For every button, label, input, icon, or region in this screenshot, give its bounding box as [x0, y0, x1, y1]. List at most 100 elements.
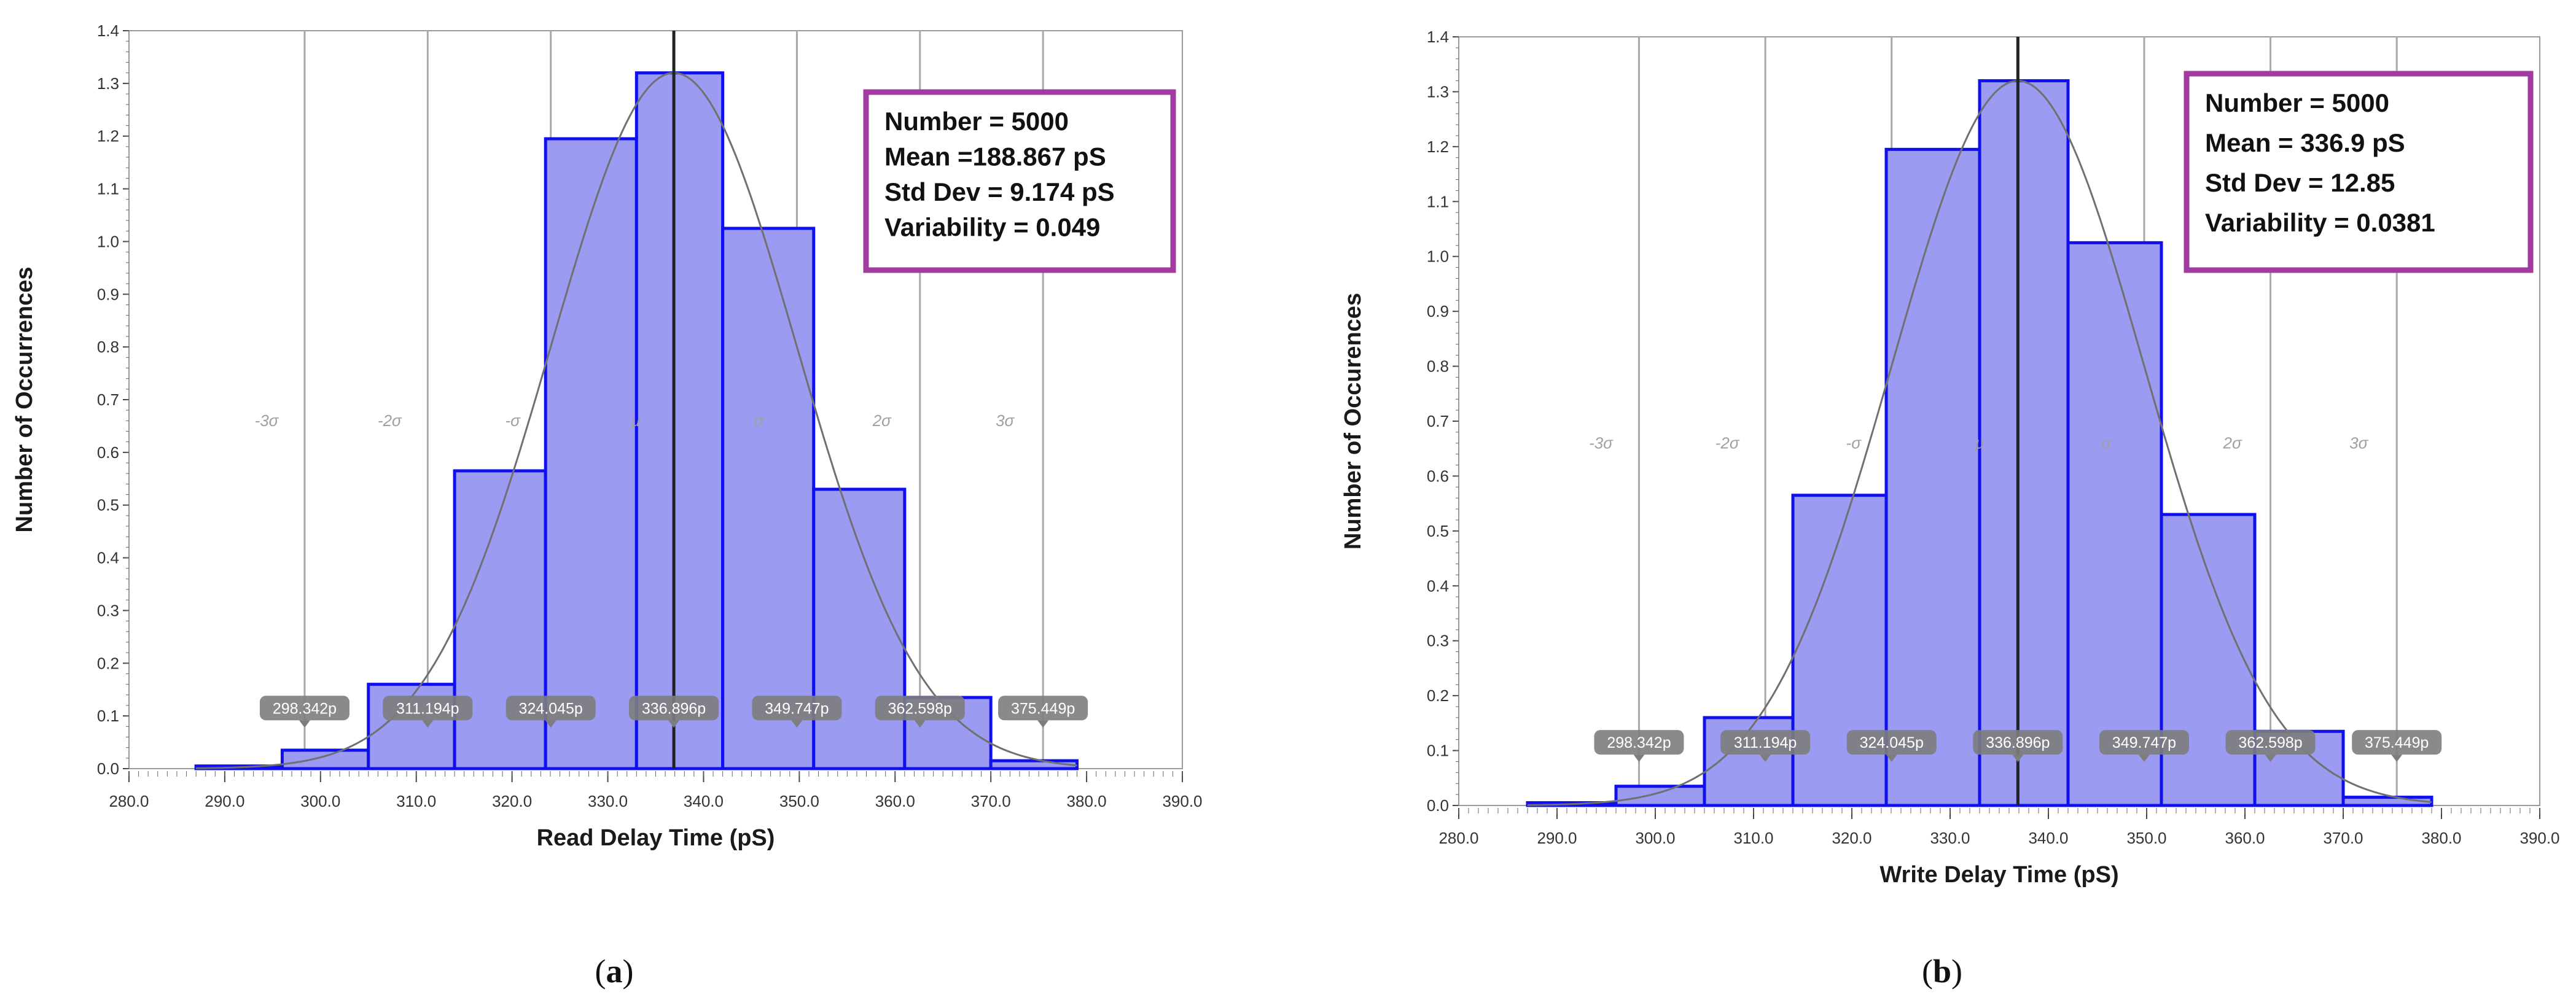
sigma-value-marker — [505, 696, 596, 721]
histogram-bar — [280, 748, 370, 770]
y-tick-label: 0.3 — [1427, 632, 1449, 650]
sigma-label: 3σ — [996, 411, 1015, 430]
sigma-value-marker — [2225, 730, 2316, 755]
y-tick-label: 0.9 — [1427, 302, 1449, 320]
sigma-marker-pointer — [422, 720, 434, 728]
sigma-marker-pointer — [2138, 755, 2150, 762]
normal-fit-curve — [196, 72, 1077, 769]
sigma-marker-pointer — [2012, 755, 2024, 762]
y-tick-label: 1.1 — [1427, 192, 1449, 211]
x-tick-label: 330.0 — [1930, 829, 1970, 847]
sigma-marker-value: 298.342p — [1607, 734, 1671, 751]
y-tick-label: 0.8 — [97, 338, 119, 356]
statistics-line: Variability = 0.0381 — [2205, 208, 2435, 237]
caption-paren: ( — [1922, 953, 1933, 990]
statistics-line: Std Dev = 12.85 — [2205, 168, 2395, 197]
sigma-label: -2σ — [378, 411, 402, 430]
x-tick-label: 280.0 — [109, 792, 149, 810]
y-tick-label: 0.0 — [1427, 796, 1449, 815]
histogram-panel-read-delay: -3σ 298.342p -2σ 311.194p -σ 324.045p μ 336.896… — [12, 21, 1203, 990]
histogram-bar — [721, 227, 816, 770]
sigma-value-marker — [752, 696, 842, 721]
sigma-label: -σ — [505, 411, 521, 430]
y-tick-label: 1.4 — [1427, 28, 1449, 46]
x-tick-label: 380.0 — [1067, 792, 1107, 810]
sigma-value-marker — [1846, 730, 1937, 755]
sigma-marker-pointer — [1633, 755, 1645, 762]
sigma-marker-value: 375.449p — [2365, 734, 2429, 751]
y-tick-label: 0.3 — [97, 601, 119, 619]
sigma-marker-pointer — [2265, 755, 2276, 762]
sigma-label: -σ — [1846, 434, 1862, 452]
y-tick-label: 1.0 — [1427, 247, 1449, 266]
sigma-marker-value: 336.896p — [1986, 734, 2050, 751]
sigma-marker-value: 336.896p — [642, 700, 706, 717]
histogram-bar — [453, 469, 547, 770]
histogram-bar — [1884, 147, 1981, 807]
sigma-value-marker — [1594, 730, 1684, 755]
y-tick-label: 1.1 — [97, 180, 119, 198]
sigma-label: 3σ — [2349, 434, 2368, 452]
x-tick-label: 340.0 — [2028, 829, 2068, 847]
sigma-marker-pointer — [914, 720, 926, 728]
sigma-label: -3σ — [255, 411, 279, 430]
sigma-value-marker — [1720, 730, 1811, 755]
y-tick-label: 0.5 — [97, 496, 119, 514]
y-tick-label: 1.0 — [97, 232, 119, 250]
sigma-marker-value: 311.194p — [1734, 734, 1797, 751]
sigma-label: μ — [631, 411, 640, 430]
sigma-marker-value: 375.449p — [1011, 700, 1075, 717]
sigma-marker-pointer — [299, 720, 310, 728]
panel-caption: (b) — [1922, 953, 1962, 990]
sigma-marker-value: 298.342p — [273, 700, 337, 717]
y-tick-label: 0.2 — [97, 654, 119, 672]
y-tick-label: 0.0 — [97, 759, 119, 778]
panel-caption: (a) — [595, 953, 634, 990]
caption-letter: b — [1933, 953, 1951, 990]
histogram-bar — [2066, 241, 2163, 807]
x-tick-label: 310.0 — [396, 792, 436, 810]
x-tick-label: 320.0 — [492, 792, 532, 810]
x-tick-label: 370.0 — [2323, 829, 2363, 847]
y-tick-label: 1.3 — [97, 74, 119, 93]
statistics-line: Variability = 0.049 — [884, 213, 1100, 242]
y-tick-label: 0.4 — [97, 549, 119, 567]
x-tick-label: 360.0 — [2225, 829, 2265, 847]
sigma-marker-value: 362.598p — [2238, 734, 2302, 751]
x-axis-label: Read Delay Time (pS) — [537, 825, 775, 851]
x-tick-label: 390.0 — [2519, 829, 2559, 847]
histogram-bar — [634, 71, 725, 770]
sigma-marker-value: 311.194p — [396, 700, 459, 717]
sigma-marker-pointer — [1886, 755, 1897, 762]
x-tick-label: 390.0 — [1162, 792, 1202, 810]
sigma-marker-pointer — [1760, 755, 1771, 762]
y-tick-label: 1.3 — [1427, 82, 1449, 101]
sigma-marker-pointer — [545, 720, 556, 728]
x-tick-label: 350.0 — [2126, 829, 2166, 847]
sigma-value-marker — [629, 696, 719, 721]
sigma-marker-value: 349.747p — [765, 700, 829, 717]
sigma-label: σ — [2101, 434, 2112, 452]
sigma-marker-pointer — [668, 720, 680, 728]
x-tick-label: 310.0 — [1733, 829, 1773, 847]
x-tick-label: 290.0 — [205, 792, 244, 810]
x-tick-label: 320.0 — [1832, 829, 1872, 847]
sigma-label: 2σ — [2222, 434, 2242, 452]
histogram-bar — [2160, 513, 2257, 807]
sigma-label: -3σ — [1589, 434, 1614, 452]
statistics-line: Std Dev = 9.174 pS — [884, 177, 1115, 206]
y-tick-label: 0.9 — [97, 285, 119, 303]
histogram-bar — [812, 487, 907, 770]
sigma-marker-value: 324.045p — [519, 700, 583, 717]
y-tick-label: 1.2 — [97, 127, 119, 146]
normal-fit-curve — [1527, 80, 2432, 806]
sigma-value-marker — [1973, 730, 2063, 755]
y-tick-label: 0.1 — [1427, 742, 1449, 760]
y-tick-label: 0.6 — [1427, 467, 1449, 485]
sigma-marker-pointer — [1037, 720, 1049, 728]
sigma-value-marker — [998, 696, 1088, 721]
sigma-value-marker — [259, 696, 349, 721]
statistics-line: Mean =188.867 pS — [884, 142, 1106, 171]
y-tick-label: 0.7 — [97, 390, 119, 409]
y-tick-label: 1.2 — [1427, 138, 1449, 156]
